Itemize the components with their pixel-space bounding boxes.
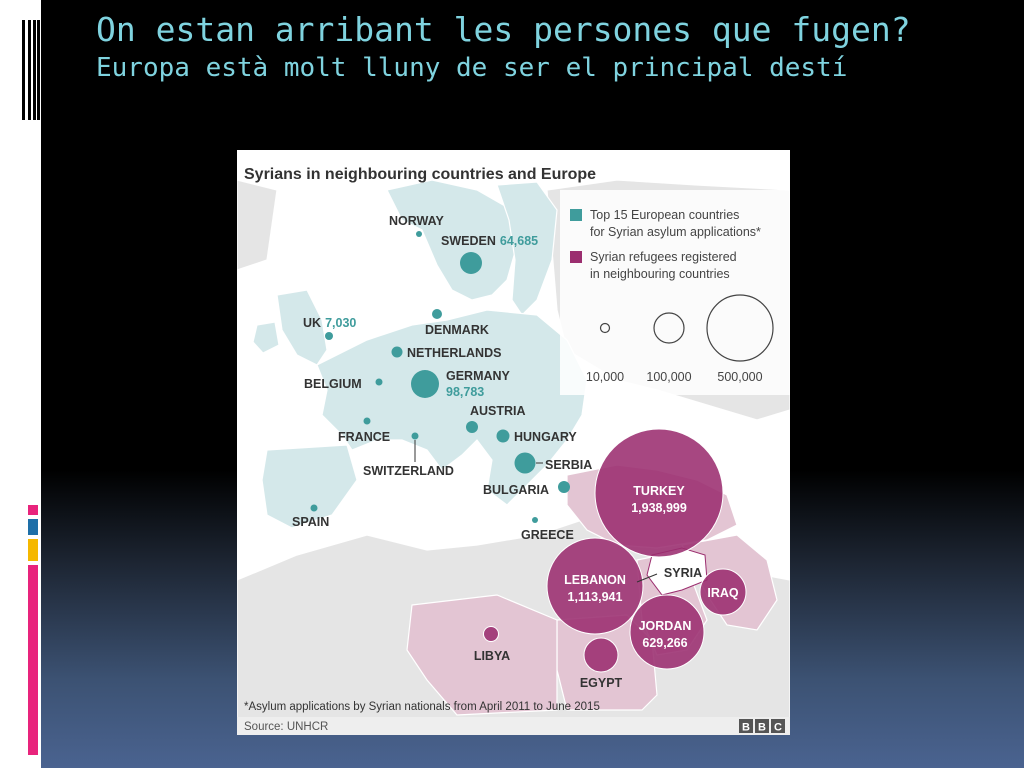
- marker-france: [363, 417, 371, 425]
- accent-bars: [28, 505, 38, 755]
- label-libya: LIBYA: [474, 649, 510, 663]
- country-name-serbia: SERBIA: [545, 458, 592, 472]
- marker-iraq: [699, 568, 747, 616]
- brand-block: [739, 719, 753, 733]
- marker-bulgaria: [558, 481, 570, 493]
- legend-scale-label: 100,000: [646, 370, 691, 384]
- marker-germany: [411, 370, 439, 398]
- country-name-bulgaria: BULGARIA: [483, 483, 549, 497]
- country-name-greece: GREECE: [521, 528, 574, 542]
- label-uk: UK 7,030: [303, 316, 356, 330]
- label-denmark: DENMARK: [425, 323, 489, 337]
- legend-scale-circle: [653, 312, 685, 344]
- label-netherlands: NETHERLANDS: [407, 346, 501, 360]
- value-lebanon: 1,113,941: [568, 590, 623, 604]
- marker-spain: [310, 504, 318, 512]
- label-austria: AUSTRIA: [470, 404, 526, 418]
- marker-turkey: [594, 428, 724, 558]
- country-name-spain: SPAIN: [292, 515, 329, 529]
- legend-scale-circle: [599, 322, 611, 334]
- map-footnote: *Asylum applications by Syrian nationals…: [244, 701, 600, 713]
- brand-letter: C: [774, 722, 782, 734]
- marker-belgium: [375, 378, 383, 386]
- leader-syria: [636, 573, 658, 583]
- marker-switzerland: [411, 432, 419, 440]
- country-name-denmark: DENMARK: [425, 323, 489, 337]
- label-switzerland: SWITZERLAND: [363, 464, 454, 478]
- label-turkey: TURKEY: [633, 484, 685, 498]
- marker-serbia: [514, 452, 536, 474]
- country-name-norway: NORWAY: [389, 214, 445, 228]
- slide-subtitle: Europa està molt lluny de ser el princip…: [96, 53, 848, 83]
- country-name-austria: AUSTRIA: [470, 404, 526, 418]
- label-lebanon: LEBANON: [564, 573, 626, 587]
- country-name-switzerland: SWITZERLAND: [363, 464, 454, 478]
- country-value-uk: 7,030: [325, 316, 356, 330]
- label-belgium: BELGIUM: [304, 377, 362, 391]
- country-value-sweden: 64,685: [500, 234, 538, 248]
- label-germany: GERMANY: [446, 369, 511, 383]
- marker-jordan: [629, 594, 705, 670]
- brand-block: [755, 719, 769, 733]
- country-name-france: FRANCE: [338, 430, 390, 444]
- country-name-netherlands: NETHERLANDS: [407, 346, 501, 360]
- legend-scale-circle: [706, 294, 774, 362]
- country-name-germany: GERMANY: [446, 369, 511, 383]
- label-syria: SYRIA: [664, 566, 702, 580]
- legend-scale-label: 10,000: [586, 370, 624, 384]
- stripe-decor-icon: [22, 20, 40, 120]
- legend-panel: [560, 190, 790, 395]
- country-name-hungary: HUNGARY: [514, 430, 577, 444]
- marker-egypt: [583, 637, 619, 673]
- label-hungary: HUNGARY: [514, 430, 577, 444]
- label-egypt: EGYPT: [580, 676, 623, 690]
- brand-block: [771, 719, 785, 733]
- marker-lebanon: [546, 537, 644, 635]
- label-jordan: JORDAN: [639, 619, 692, 633]
- legend-neighbour-swatch: [570, 251, 582, 263]
- label-iraq: IRAQ: [707, 586, 739, 600]
- marker-sweden: [460, 252, 482, 274]
- brand-letter: B: [758, 722, 766, 734]
- label-sweden: SWEDEN 64,685: [441, 234, 538, 248]
- marker-libya: [483, 626, 499, 642]
- legend-europe-swatch: [570, 209, 582, 221]
- slide-title-line: On estan arribant les persones que fugen…: [96, 10, 911, 49]
- marker-austria: [466, 421, 478, 433]
- legend-scale-label: 500,000: [717, 370, 762, 384]
- marker-greece: [532, 517, 538, 523]
- country-name-belgium: BELGIUM: [304, 377, 362, 391]
- label-serbia: SERBIA: [545, 458, 592, 472]
- source-bar: [237, 717, 790, 735]
- slide-title: On estan arribant les persones que fugen…: [96, 10, 911, 86]
- legend-neighbour-label: in neighbouring countries: [590, 267, 730, 281]
- legend-europe-label: for Syrian asylum applications*: [590, 225, 761, 239]
- label-spain: SPAIN: [292, 515, 329, 529]
- legend-europe-label: Top 15 European countries: [590, 208, 739, 222]
- value-jordan: 629,266: [642, 636, 687, 650]
- marker-denmark: [432, 309, 442, 319]
- label-norway: NORWAY: [389, 214, 445, 228]
- marker-uk: [325, 332, 333, 340]
- brand-letter: B: [742, 722, 750, 734]
- country-name-sweden: SWEDEN: [441, 234, 496, 248]
- label-france: FRANCE: [338, 430, 390, 444]
- label-bulgaria: BULGARIA: [483, 483, 549, 497]
- legend-neighbour-label: Syrian refugees registered: [590, 250, 737, 264]
- country-name-uk: UK: [303, 316, 321, 330]
- country-value-germany: 98,783: [446, 385, 484, 399]
- value-turkey: 1,938,999: [631, 501, 687, 515]
- label-greece: GREECE: [521, 528, 574, 542]
- refugee-map-figure: Syrians in neighbouring countries and Eu…: [237, 150, 790, 735]
- map-source: Source: UNHCR: [244, 721, 328, 733]
- refugee-map-svg: Syrians in neighbouring countries and Eu…: [237, 150, 790, 735]
- map-title: Syrians in neighbouring countries and Eu…: [244, 166, 596, 183]
- marker-norway: [416, 231, 422, 237]
- marker-hungary: [496, 429, 510, 443]
- marker-netherlands: [391, 346, 403, 358]
